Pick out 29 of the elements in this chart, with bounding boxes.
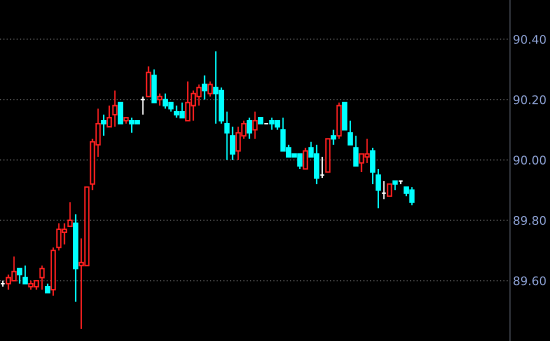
- candlestick: [16, 268, 22, 284]
- candlestick: [101, 114, 106, 136]
- candlestick: [252, 110, 258, 140]
- candlestick: [246, 116, 252, 140]
- candlestick: [112, 90, 118, 128]
- candlestick: [39, 264, 45, 290]
- candlestick: [348, 120, 353, 146]
- candlestick: [330, 129, 336, 146]
- candlestick: [118, 102, 124, 124]
- candlestick: [386, 183, 392, 197]
- candlestick: [67, 201, 73, 228]
- candlestick: [230, 126, 236, 161]
- y-tick-label: 89.60: [514, 276, 546, 286]
- y-tick-label: 90.20: [514, 95, 546, 104]
- candlestick: [376, 168, 381, 209]
- candlestick: [392, 180, 398, 191]
- candlestick: [302, 147, 308, 170]
- candlestick: [224, 110, 230, 161]
- candlestick: [353, 135, 359, 167]
- candlestick: [106, 104, 112, 128]
- candlestick: [208, 80, 213, 98]
- candlestick: [44, 282, 50, 294]
- candlestick: [202, 74, 208, 100]
- candlestick: [22, 264, 28, 284]
- y-tick-label: 90.00: [514, 156, 546, 165]
- y-tick-label: 89.80: [514, 216, 546, 225]
- candlestick: [157, 92, 162, 106]
- candlestick: [370, 147, 376, 185]
- y-tick-label: 90.40: [514, 34, 546, 44]
